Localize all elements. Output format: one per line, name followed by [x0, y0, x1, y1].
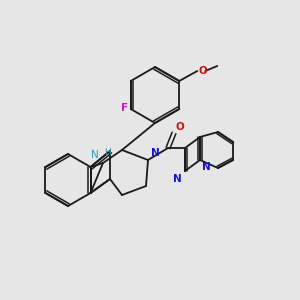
Text: O: O [175, 122, 184, 132]
Text: H: H [104, 148, 111, 157]
Text: N: N [202, 162, 211, 172]
Text: N: N [151, 148, 160, 158]
Text: O: O [198, 66, 207, 76]
Text: F: F [121, 103, 128, 113]
Text: N: N [173, 174, 182, 184]
Text: N: N [91, 150, 99, 160]
